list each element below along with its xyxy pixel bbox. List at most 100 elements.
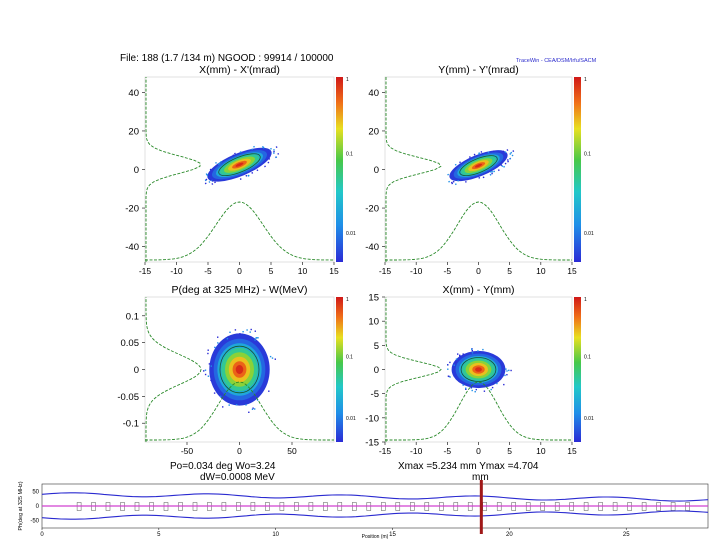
halo-particle: [504, 162, 507, 165]
halo-particle: [253, 145, 255, 148]
y-tick-label: 10: [368, 317, 379, 328]
halo-particle: [234, 152, 236, 155]
density-level: [235, 365, 244, 374]
x-tick-label: 10: [536, 446, 546, 456]
halo-particle: [213, 392, 216, 394]
rms-ellipse: [218, 153, 261, 177]
halo-particle: [487, 151, 490, 154]
halo-particle: [211, 183, 214, 185]
x-axis-label: Position (m): [362, 534, 389, 540]
colorbar-tick-label: 0.01: [584, 231, 594, 237]
halo-particle: [215, 161, 217, 164]
x-tick-label: 20: [506, 532, 513, 538]
halo-particle: [506, 370, 508, 372]
halo-particle: [502, 150, 505, 153]
colorbar-tick-label: 0.1: [346, 355, 353, 361]
halo-particle: [471, 389, 473, 392]
y-tick-label: -40: [365, 242, 379, 253]
panel-title: P(deg at 325 MHz) - W(MeV): [172, 284, 308, 296]
halo-particle: [254, 408, 256, 410]
rms-ellipse: [460, 357, 497, 382]
y-tick-label: -15: [365, 438, 379, 449]
halo-particle: [496, 382, 498, 385]
halo-particle: [222, 406, 224, 408]
y-tick-label: 15: [368, 293, 379, 304]
x-tick-label: 5: [157, 532, 161, 538]
phase-energy-stats-line1: Po=0.034 deg Wo=3.24: [170, 461, 276, 472]
x-tick-label: -5: [444, 446, 452, 456]
x-tick-label: 15: [567, 446, 577, 456]
halo-particle: [509, 157, 511, 160]
halo-particle: [207, 349, 209, 351]
halo-particle: [465, 388, 467, 390]
colorbar-tick-label: 1: [346, 297, 349, 303]
colorbar: [574, 297, 581, 442]
tracewin-label: TraceWin - CEA/DSM/Irfu/SACM: [516, 58, 597, 64]
halo-particle: [256, 337, 258, 339]
halo-particle: [511, 154, 514, 157]
halo-particle: [504, 374, 506, 377]
halo-particle: [217, 336, 219, 338]
halo-particle: [247, 174, 250, 177]
halo-particle: [268, 158, 271, 160]
x-tick-label: 15: [389, 532, 396, 538]
halo-particle: [205, 178, 208, 181]
colorbar-tick-label: 0.01: [346, 231, 356, 237]
halo-particle: [208, 181, 211, 183]
halo-particle: [475, 388, 477, 391]
x-tick-label: -10: [410, 266, 423, 276]
halo-particle: [457, 179, 460, 182]
vertical-projection: [145, 77, 201, 262]
halo-particle: [220, 160, 222, 163]
x-tick-label: 0: [40, 532, 44, 538]
halo-particle: [242, 331, 244, 333]
x-tick-label: -5: [444, 266, 452, 276]
halo-particle: [509, 153, 512, 155]
halo-particle: [251, 148, 253, 151]
x-tick-label: -15: [139, 266, 152, 276]
halo-particle: [214, 181, 216, 184]
halo-particle: [273, 149, 275, 151]
halo-particle: [510, 151, 513, 154]
y-tick-label: 0: [134, 165, 139, 176]
y-tick-label: 0: [36, 504, 40, 510]
halo-particle: [239, 151, 242, 154]
halo-particle: [254, 339, 256, 341]
halo-particle: [272, 152, 275, 155]
halo-particle: [246, 329, 248, 331]
halo-particle: [489, 173, 492, 176]
halo-particle: [250, 328, 252, 331]
x-tick-label: -10: [170, 266, 183, 276]
halo-particle: [491, 172, 494, 175]
halo-particle: [271, 357, 274, 359]
upper-envelope: [41, 492, 709, 502]
halo-particle: [493, 170, 496, 173]
x-tick-label: 0: [476, 266, 481, 276]
halo-particle: [206, 174, 209, 176]
halo-particle: [462, 384, 464, 386]
halo-particle: [245, 174, 248, 177]
halo-particle: [501, 165, 504, 168]
halo-particle: [462, 353, 464, 355]
halo-particle: [204, 369, 207, 371]
halo-particle: [256, 169, 259, 172]
halo-particle: [497, 169, 500, 172]
halo-particle: [454, 183, 457, 186]
halo-particle: [506, 149, 509, 151]
halo-particle: [447, 364, 449, 366]
halo-particle: [217, 342, 219, 344]
halo-particle: [455, 358, 458, 360]
y-tick-label: -50: [30, 519, 39, 525]
halo-particle: [211, 179, 214, 182]
halo-particle: [478, 176, 481, 179]
x-tick-label: -15: [379, 266, 392, 276]
y-tick-label: -10: [365, 413, 379, 424]
colorbar-tick-label: 0.1: [584, 355, 591, 361]
halo-particle: [264, 165, 266, 168]
x-tick-label: 10: [536, 266, 546, 276]
colorbar-tick-label: 0.1: [584, 151, 591, 157]
y-tick-label: -40: [125, 242, 139, 253]
panel-title: X(mm) - Y(mm): [442, 284, 514, 296]
horizontal-projection: [145, 381, 334, 441]
halo-particle: [471, 348, 473, 350]
